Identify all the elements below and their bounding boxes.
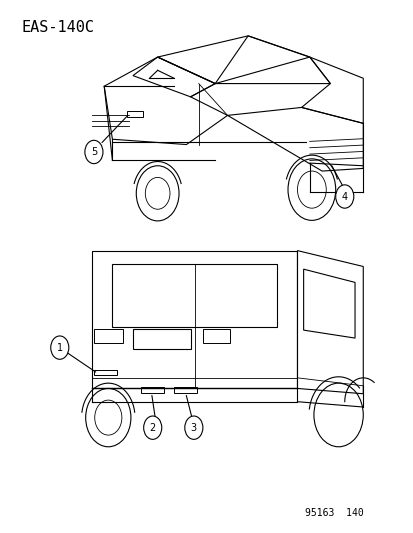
Circle shape xyxy=(85,140,103,164)
Text: 4: 4 xyxy=(341,191,347,201)
Circle shape xyxy=(143,416,161,439)
Circle shape xyxy=(184,416,202,439)
Text: EAS-140C: EAS-140C xyxy=(22,20,95,35)
Text: 2: 2 xyxy=(149,423,155,433)
Circle shape xyxy=(335,185,353,208)
Text: 5: 5 xyxy=(90,147,97,157)
Circle shape xyxy=(51,336,69,359)
Text: 1: 1 xyxy=(57,343,63,353)
Text: 95163  140: 95163 140 xyxy=(304,508,362,519)
Text: 3: 3 xyxy=(190,423,197,433)
